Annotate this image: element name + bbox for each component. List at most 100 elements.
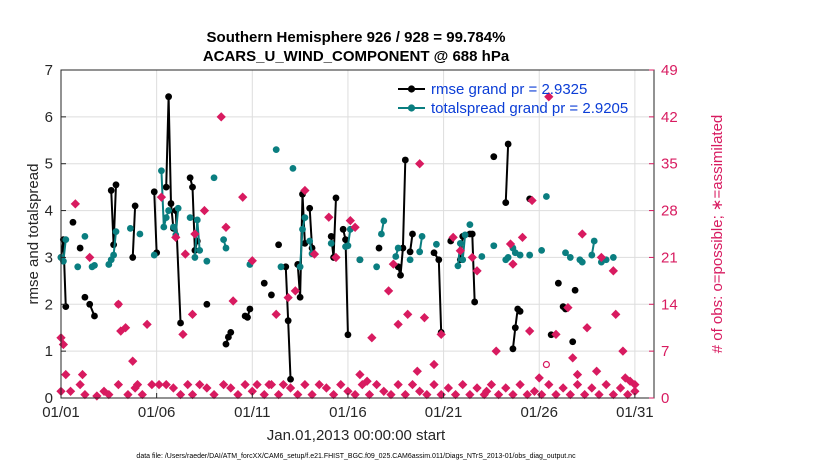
rmse-point-20-0 <box>327 232 335 240</box>
spread-point-26-1 <box>394 244 402 252</box>
rmse-point-11-0 <box>203 300 211 308</box>
x-axis-label: Jan.01,2013 00:00:00 start <box>267 427 446 444</box>
obs-assimilated-46 <box>393 379 403 390</box>
obs-assimilated-36 <box>321 383 332 393</box>
obs-assimilated-12 <box>154 379 164 390</box>
obs-possible-34 <box>355 369 365 380</box>
obs-assimilated-41 <box>357 379 367 390</box>
rmse-point-17-1 <box>284 317 292 325</box>
obs-possible-59 <box>551 329 561 340</box>
rmse-line-20 <box>330 197 337 259</box>
rmse-line-31 <box>504 143 510 203</box>
rmse-point-13-2 <box>246 305 254 313</box>
obs-possible-13 <box>171 232 181 242</box>
obs-possible-51 <box>491 346 501 356</box>
obs-assimilated-1 <box>65 386 76 396</box>
rmse-point-23-0 <box>375 244 383 252</box>
obs-assimilated-59 <box>486 379 497 390</box>
spread-point-30-1 <box>456 239 464 247</box>
spread-point-34-1 <box>504 254 512 261</box>
obs-assimilated-35 <box>314 379 324 390</box>
obs-possible-32 <box>345 215 355 226</box>
y-axis-right: 0 7 14 21 28 35 42 49 <box>649 62 678 407</box>
title-line-1: Southern Hemisphere 926 / 928 = 99.784% <box>207 29 506 46</box>
obs-assimilated-31 <box>285 383 296 393</box>
obs-possible-60 <box>563 302 573 313</box>
obs-possible-48 <box>467 252 477 263</box>
spread-point-16-0 <box>272 146 280 154</box>
rmse-point-29-1 <box>468 230 476 238</box>
obs-assimilated-60 <box>493 390 504 400</box>
spread-point-11-1 <box>193 216 201 224</box>
rmse-point-8-1 <box>165 93 173 101</box>
y-right-tick-label-6: 42 <box>661 109 678 126</box>
rmse-point-29-2 <box>471 298 479 306</box>
obs-assimilated-24 <box>240 379 250 390</box>
obs-assimilated-63 <box>515 379 525 390</box>
obs-assimilated-57 <box>472 383 482 393</box>
spread-point-19-1 <box>299 225 306 233</box>
obs-assimilated-76 <box>608 390 618 400</box>
obs-assimilated-32 <box>293 390 303 400</box>
obs-possible-62 <box>572 369 583 380</box>
rmse-point-19-0 <box>306 204 314 212</box>
obs-assimilated-65 <box>529 386 540 396</box>
obs-assimilated-73 <box>587 383 597 393</box>
spread-point-7-0 <box>150 251 158 259</box>
spread-point-26-0 <box>392 253 400 260</box>
y-tick-label-1: 1 <box>45 343 53 360</box>
y-tick-label-0: 0 <box>45 390 53 407</box>
spread-point-9-0 <box>169 223 177 231</box>
rmse-point-18-1 <box>296 293 304 301</box>
rmse-point-16-0 <box>275 241 282 249</box>
rmse-point-17-2 <box>287 375 294 383</box>
rmse-line-7 <box>153 191 158 253</box>
y-axis-right-label: # of obs: o=possible; ∗=assimilated <box>709 115 726 354</box>
obs-assimilated-74 <box>594 390 604 400</box>
spread-point-36-0 <box>516 251 524 259</box>
obs-possible-47 <box>455 246 465 256</box>
obs-possible-69 <box>618 346 628 356</box>
x-tick-label-2: 01/11 <box>234 404 270 421</box>
obs-possible-16 <box>187 309 198 319</box>
rmse-point-39-0 <box>571 286 579 294</box>
obs-possible-26 <box>283 292 293 303</box>
y-tick-label-7: 7 <box>45 62 53 79</box>
obs-possible-66 <box>596 252 607 263</box>
obs-assimilated-33 <box>300 379 310 390</box>
spread-point-4-3 <box>112 228 120 236</box>
rmse-line-24 <box>397 159 407 277</box>
rmse-point-24-2 <box>399 244 407 252</box>
obs-possible-18 <box>199 205 210 216</box>
obs-assimilated-51 <box>429 379 439 390</box>
obs-possible-3 <box>70 199 80 209</box>
spread-point-8-0 <box>158 167 165 175</box>
rmse-point-10-0 <box>186 174 194 182</box>
rmse-point-17-0 <box>282 263 290 271</box>
obs-assimilated-8 <box>123 390 133 400</box>
x-axis: 01/01 01/06 01/11 01/16 01/21 01/26 01/31 <box>42 393 654 421</box>
obs-possible-22 <box>238 192 248 202</box>
rmse-point-7-0 <box>150 188 158 196</box>
obs-possible-43 <box>419 313 430 323</box>
obs-assimilated-44 <box>379 386 389 396</box>
y-right-tick-label-7: 49 <box>661 62 678 79</box>
obs-possible-4 <box>77 369 88 380</box>
obs-assimilated-10 <box>137 390 147 400</box>
x-tick-label-4: 01/21 <box>425 404 463 421</box>
obs-assimilated-40 <box>350 390 360 400</box>
obs-assimilated-42 <box>364 390 375 400</box>
obs-possible-67 <box>608 266 618 276</box>
obs-possible-14 <box>178 329 188 340</box>
spread-point-37-0 <box>526 251 534 259</box>
obs-assimilated-19 <box>202 383 212 393</box>
rmse-point-10-1 <box>189 183 196 191</box>
spread-point-28-0 <box>416 248 424 256</box>
spread-point-13-0 <box>210 174 218 182</box>
rmse-point-26-1 <box>435 256 443 264</box>
rmse-point-14-0 <box>260 279 268 287</box>
y-tick-label-4: 4 <box>45 203 53 220</box>
spread-point-1-0 <box>74 263 82 271</box>
obs-assimilated-47 <box>400 390 410 400</box>
